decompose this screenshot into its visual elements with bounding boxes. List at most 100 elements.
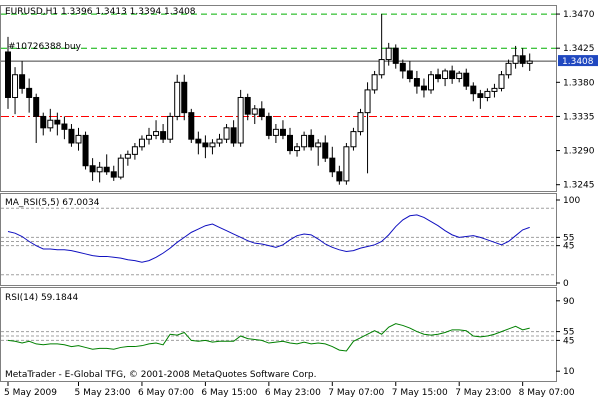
ma-rsi-panel-frame [0,193,557,286]
bearish-candle [202,142,209,148]
rsi-panel-frame [0,287,557,382]
price-tick-label: 1.3425 [563,44,595,54]
bullish-candle [251,108,258,115]
time-tick-label: 5 May 23:00 [75,388,131,398]
bearish-candle [89,165,96,173]
indicator-tick-label: 0 [563,279,569,289]
bullish-candle [505,62,512,76]
bullish-candle [124,153,131,159]
ma-rsi-level-lines [1,207,556,276]
bearish-candle [5,51,11,98]
bearish-candle [406,70,413,80]
indicator-tick-label: 100 [563,196,580,206]
ma-rsi-line [7,214,530,263]
price-tick-label: 1.3290 [563,147,595,157]
bullish-candle [167,115,174,140]
bullish-candle [350,131,357,148]
indicator-tick-label: 55 [563,233,574,243]
price-tick-label: 1.3380 [563,78,595,88]
time-tick-label: 5 May 2009 [4,388,57,398]
bullish-candle [272,128,279,136]
bullish-candle [343,146,350,182]
bullish-candle [96,166,103,173]
bullish-candle [315,142,322,148]
bearish-candle [392,47,399,64]
bullish-candle [378,59,385,76]
bearish-candle [265,115,272,136]
price-tick-label: 1.3470 [563,10,595,20]
bullish-candle [117,157,124,178]
bullish-candle [442,70,449,80]
bullish-candle [364,89,371,114]
candlestick-series [5,14,533,185]
bearish-candle [336,171,343,182]
bullish-candle [237,96,244,144]
time-tick-label: 7 May 07:00 [328,388,384,398]
bearish-candle [40,115,47,129]
price-tick-label: 1.3245 [563,181,595,191]
bearish-candle [519,55,526,64]
time-tick-label: 6 May 15:00 [201,388,257,398]
order-label[interactable]: #10726388 buy [8,42,82,52]
bearish-candle [329,157,336,173]
time-tick-label: 6 May 23:00 [265,388,321,398]
bullish-candle [223,127,230,140]
bullish-candle [456,72,463,80]
bearish-candle [181,81,188,114]
bullish-candle [498,74,505,89]
bearish-candle [244,96,251,115]
price-axis: 1.3470 1.3425 1.3380 1.3335 1.3290 1.3245 [556,10,595,191]
current-price-label: 1.3408 [562,57,594,67]
bearish-candle [19,74,26,89]
price-level-lines [1,13,556,117]
bearish-candle [435,74,442,80]
bullish-candle [491,87,498,92]
bullish-candle [428,74,434,91]
bullish-candle [357,112,364,133]
bullish-candle [138,138,145,148]
bearish-candle [230,127,237,144]
price-tick-label: 1.3335 [563,112,595,122]
bullish-candle [385,47,392,61]
indicator-tick-label: 45 [563,242,574,252]
bearish-candle [463,72,470,87]
indicator-tick-label: 90 [563,297,575,307]
bullish-candle [146,134,152,140]
bearish-candle [287,134,293,152]
indicator-tick-label: 45 [563,336,574,346]
copyright-text: MetaTrader - E-Global TFG, © 2001-2008 M… [5,370,317,380]
rsi-level-lines [1,331,556,341]
bullish-candle [512,55,519,64]
time-axis: 5 May 2009 5 May 23:00 6 May 07:00 6 May 15… [4,382,575,398]
bearish-candle [188,112,195,140]
bearish-candle [322,142,329,159]
price-panel-frame [0,5,557,192]
bearish-candle [195,138,202,144]
bullish-candle [371,74,378,91]
bearish-candle [68,128,75,144]
time-tick-label: 7 May 15:00 [392,388,448,398]
bullish-candle [209,142,216,148]
bearish-candle [449,70,456,80]
bullish-candle [526,60,533,64]
bullish-candle [484,90,491,98]
bearish-candle [308,134,315,148]
bearish-candle [470,85,477,95]
rsi-label: RSI(14) 59.1844 [5,293,78,303]
bearish-candle [420,85,427,91]
bullish-candle [174,81,181,117]
ma-rsi-label: MA_RSI(5,5) 67.0034 [5,198,100,208]
indicator-tick-label: 55 [563,328,574,338]
bullish-candle [131,146,138,155]
bearish-candle [26,87,33,98]
bearish-candle [258,108,265,117]
current-price-badge [558,55,598,67]
bullish-candle [216,138,223,144]
bearish-candle [399,62,406,72]
indicator-tick-label: 10 [563,367,575,377]
bearish-candle [33,96,40,117]
